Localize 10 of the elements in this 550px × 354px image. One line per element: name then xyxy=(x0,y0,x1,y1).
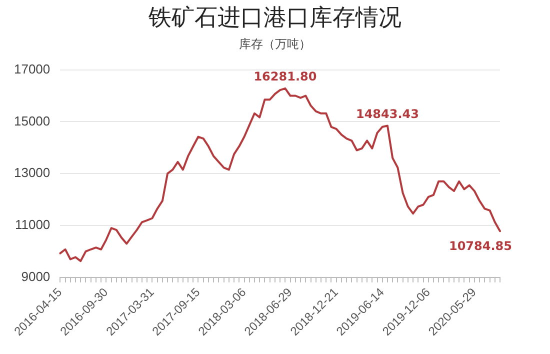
data-label: 14843.43 xyxy=(356,106,419,121)
y-tick-label: 15000 xyxy=(14,113,50,128)
data-label: 16281.80 xyxy=(254,70,317,84)
y-tick-label: 13000 xyxy=(14,165,50,180)
y-tick-label: 11000 xyxy=(14,217,50,232)
chart-subtitle: 库存（万吨） xyxy=(238,36,312,53)
y-tick-label: 9000 xyxy=(21,268,50,284)
y-tick-label: 17000 xyxy=(14,61,50,76)
data-label: 10784.85 xyxy=(448,239,512,254)
chart-title: 铁矿石进口港口库存情况 xyxy=(148,4,402,33)
